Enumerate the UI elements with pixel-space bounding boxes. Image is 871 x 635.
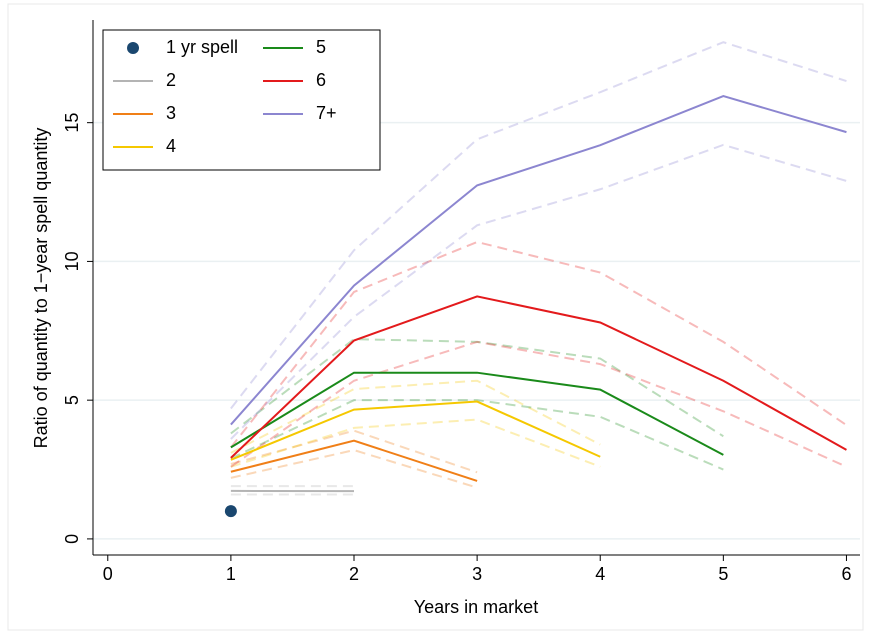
ci-line [230, 429, 478, 474]
series-line [230, 439, 478, 482]
y-tick-label: 0 [62, 534, 82, 544]
ci-line [230, 399, 724, 471]
ci-line [230, 143, 847, 440]
legend-marker [127, 42, 139, 54]
x-tick-label: 6 [841, 564, 851, 584]
y-tick-label: 15 [62, 113, 82, 133]
legend-label: 2 [166, 70, 176, 90]
legend-label: 6 [316, 70, 326, 90]
series-line [230, 295, 847, 459]
legend-box [102, 29, 381, 171]
x-tick-label: 1 [226, 564, 236, 584]
x-tick-label: 3 [472, 564, 482, 584]
legend-label: 3 [166, 103, 176, 123]
x-axis-label: Years in market [414, 597, 538, 617]
legend-label: 5 [316, 37, 326, 57]
y-tick-label: 5 [62, 395, 82, 405]
ci-line [230, 41, 847, 410]
x-tick-label: 0 [103, 564, 113, 584]
ci-line [230, 449, 478, 489]
x-tick-label: 4 [595, 564, 605, 584]
series-line [230, 94, 847, 426]
y-tick-label: 10 [62, 251, 82, 271]
ci-line [230, 379, 601, 454]
ci-line [230, 418, 601, 468]
y-axis-label: Ratio of quantity to 1−year spell quanti… [31, 128, 51, 449]
legend-label: 4 [166, 136, 176, 156]
point [224, 505, 237, 518]
ci-line [230, 338, 724, 438]
legend-label: 1 yr spell [166, 37, 238, 57]
x-tick-label: 2 [349, 564, 359, 584]
ci-line [230, 240, 848, 448]
ci-line [230, 340, 847, 468]
series-line [230, 400, 601, 461]
series-line [230, 371, 724, 456]
x-tick-label: 5 [718, 564, 728, 584]
legend-label: 7+ [316, 103, 337, 123]
